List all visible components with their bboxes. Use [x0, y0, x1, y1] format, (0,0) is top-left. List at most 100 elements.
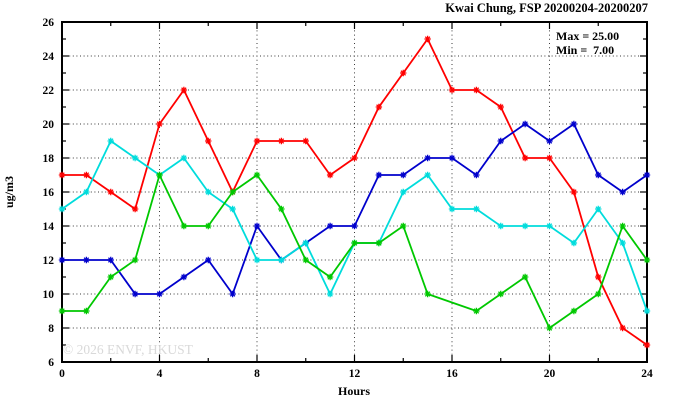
- x-tick-label: 12: [349, 368, 361, 380]
- x-tick-label: 20: [544, 368, 556, 380]
- data-point-red: [278, 137, 285, 145]
- y-tick-label: 20: [43, 119, 55, 131]
- series-green: [58, 171, 651, 332]
- plot-area: 6 8 10 12 14 16 18 20 22 24 26 0 4 8 12 16 20 24: [43, 17, 654, 380]
- y-tick-label: 26: [43, 17, 55, 29]
- data-point-cyan: [595, 205, 602, 213]
- data-point-green: [375, 239, 383, 247]
- data-point-blue: [156, 290, 163, 298]
- data-point-red: [205, 137, 212, 145]
- data-point-red: [546, 154, 553, 162]
- stat-max-label: Max = 25.00: [556, 29, 619, 43]
- data-point-green: [253, 171, 261, 179]
- data-point-green: [424, 290, 431, 298]
- data-point-green: [229, 188, 236, 196]
- data-point-blue: [326, 222, 334, 230]
- data-point-red: [351, 154, 358, 162]
- data-point-green: [643, 256, 651, 264]
- data-point-red: [326, 171, 334, 179]
- y-tick-label: 24: [43, 51, 55, 63]
- data-point-green: [326, 273, 334, 281]
- data-point-cyan: [497, 222, 504, 230]
- y-tick-label: 16: [43, 187, 55, 199]
- data-point-green: [58, 307, 66, 315]
- series-red: [58, 35, 651, 349]
- data-point-cyan: [643, 307, 651, 315]
- data-point-red: [83, 171, 90, 179]
- data-point-green: [180, 222, 188, 230]
- data-point-blue: [400, 171, 407, 179]
- data-point-red: [570, 188, 578, 196]
- data-point-green: [473, 307, 480, 315]
- data-point-blue: [205, 256, 212, 264]
- data-point-cyan: [400, 188, 407, 196]
- data-point-cyan: [131, 154, 139, 162]
- data-point-cyan: [424, 171, 431, 179]
- data-point-green: [595, 290, 602, 298]
- data-point-blue: [643, 171, 651, 179]
- data-point-cyan: [278, 256, 285, 264]
- data-point-blue: [570, 120, 578, 128]
- data-point-blue: [107, 256, 114, 264]
- data-point-red: [619, 324, 626, 332]
- data-point-green: [156, 171, 163, 179]
- data-point-blue: [58, 256, 66, 264]
- data-point-blue: [131, 290, 139, 298]
- data-point-cyan: [473, 205, 480, 213]
- data-point-cyan: [205, 188, 212, 196]
- data-point-cyan: [253, 256, 261, 264]
- y-axis-label: ug/m3: [2, 176, 16, 208]
- data-point-blue: [424, 154, 431, 162]
- data-point-red: [497, 103, 504, 111]
- data-point-red: [375, 103, 383, 111]
- data-point-blue: [619, 188, 626, 196]
- data-point-green: [107, 273, 114, 281]
- data-point-cyan: [302, 239, 309, 247]
- x-tick-label: 16: [446, 368, 458, 380]
- data-point-red: [180, 86, 188, 94]
- data-point-green: [546, 324, 553, 332]
- data-point-red: [253, 137, 261, 145]
- data-point-blue: [351, 222, 358, 230]
- data-point-green: [497, 290, 504, 298]
- x-tick-label: 4: [157, 368, 163, 380]
- data-point-blue: [546, 137, 553, 145]
- x-axis-label: Hours: [338, 384, 370, 398]
- data-point-red: [107, 188, 114, 196]
- data-point-cyan: [326, 290, 334, 298]
- data-point-green: [521, 273, 529, 281]
- data-point-cyan: [180, 154, 188, 162]
- x-tick-label: 8: [254, 368, 260, 380]
- data-point-cyan: [619, 239, 626, 247]
- data-point-blue: [473, 171, 480, 179]
- data-point-green: [302, 256, 309, 264]
- stat-min-label: Min = 7.00: [556, 43, 614, 57]
- data-point-cyan: [229, 205, 236, 213]
- y-tick-label: 10: [43, 289, 55, 301]
- data-point-cyan: [521, 222, 529, 230]
- data-point-blue: [83, 256, 90, 264]
- data-point-cyan: [107, 137, 114, 145]
- y-tick-label: 14: [43, 221, 55, 233]
- series-line-green: [62, 172, 648, 330]
- y-tick-label: 8: [48, 323, 54, 335]
- data-point-red: [424, 35, 431, 43]
- data-point-green: [619, 222, 626, 230]
- x-tick-label: 24: [641, 368, 653, 380]
- data-point-green: [83, 307, 90, 315]
- data-point-blue: [375, 171, 383, 179]
- data-point-cyan: [546, 222, 553, 230]
- data-point-green: [570, 307, 578, 315]
- data-point-green: [400, 222, 407, 230]
- data-point-red: [521, 154, 529, 162]
- data-point-blue: [497, 137, 504, 145]
- data-point-red: [302, 137, 309, 145]
- chart-title: Kwai Chung, FSP 20200204-20200207: [445, 1, 648, 15]
- data-point-red: [473, 86, 480, 94]
- data-point-blue: [448, 154, 456, 162]
- data-point-red: [595, 273, 602, 281]
- y-tick-label: 22: [43, 85, 55, 97]
- data-point-green: [131, 256, 139, 264]
